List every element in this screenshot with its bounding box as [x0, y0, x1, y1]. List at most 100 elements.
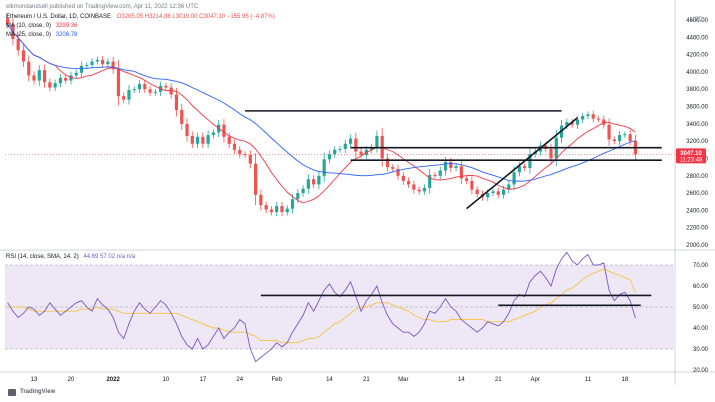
price-tick-label: 2400.00 [686, 208, 708, 214]
time-tick-label: Mar [398, 377, 408, 383]
candle-body [528, 154, 532, 168]
price-tick-label: 2600.00 [686, 191, 708, 197]
candle-body [143, 84, 147, 90]
time-tick-label: Feb [272, 377, 283, 383]
price-tick-label: 2000.00 [686, 243, 708, 249]
candle-body [95, 59, 99, 62]
candle-body [354, 138, 358, 152]
price-badge-value: 3047.10 [680, 151, 702, 157]
candle-body [248, 155, 252, 164]
candle-body [106, 61, 110, 65]
candle-body [517, 166, 521, 173]
price-tick-label: 4200.00 [686, 53, 708, 59]
candle-body [27, 61, 31, 76]
candle-body [275, 206, 279, 213]
rsi-tick-label: 50.00 [693, 305, 709, 311]
candle-body [53, 83, 57, 88]
candle-body [206, 135, 210, 144]
candle-body [385, 158, 390, 168]
candle-body [348, 138, 353, 144]
candle-body [306, 179, 310, 189]
ma25-legend[interactable]: MA (25, close, 0) 3206.78 [6, 32, 77, 39]
candle-body [607, 124, 611, 140]
candle-body [116, 69, 121, 97]
candle-body [623, 134, 627, 136]
candle-body [85, 65, 89, 66]
price-tick-label: 2200.00 [686, 226, 708, 232]
candle-body [32, 75, 36, 81]
candle-body [148, 89, 152, 93]
candle-body [591, 114, 595, 119]
candle-body [512, 172, 516, 185]
candle-body [227, 136, 231, 144]
candle-body [322, 159, 326, 176]
time-tick-label: 24 [236, 377, 243, 383]
candle-body [100, 59, 105, 65]
candle-body [317, 175, 321, 185]
rsi-tick-label: 30.00 [693, 347, 709, 353]
ma25-line [7, 24, 636, 182]
candle-body [42, 70, 47, 83]
price-tick-label: 3600.00 [686, 105, 708, 111]
candle-body [259, 194, 263, 206]
candle-body [401, 175, 405, 181]
candle-body [174, 94, 179, 110]
candle-body [211, 132, 215, 136]
candle-body [185, 123, 189, 136]
candle-body [137, 84, 142, 90]
candle-body [290, 199, 295, 209]
rsi-label: RSI (14, close, SMA, 14, 2) [6, 254, 79, 260]
candle-body [127, 90, 131, 100]
candle-body [111, 61, 115, 70]
candle-body [201, 136, 205, 144]
candle-body [6, 18, 10, 25]
candle-body [48, 82, 52, 88]
candle-body [486, 193, 490, 198]
symbol-title-row: Ethereum / U.S. Dollar, 1D, COINBASE O32… [6, 14, 275, 21]
published-caption: elkmondandsell published on TradingView.… [6, 4, 199, 10]
time-tick-label: 14 [458, 377, 465, 383]
price-tick-label: 4000.00 [686, 70, 708, 76]
candle-body [37, 70, 41, 81]
ohlc-values: O3205.05 H3214.88 L3010.00 C3047.10 −155… [116, 14, 275, 20]
candle-body [549, 148, 553, 159]
candle-body [195, 136, 200, 144]
time-tick-label: 13 [31, 377, 38, 383]
candle-body [422, 187, 427, 192]
symbol-title: Ethereum / U.S. Dollar, 1D, COINBASE [6, 14, 112, 20]
candle-body [586, 114, 590, 117]
rsi-legend[interactable]: RSI (14, close, SMA, 14, 2) 44.69 57.02 … [6, 254, 135, 261]
candle-body [449, 161, 453, 168]
rsi-ma-line [7, 268, 636, 344]
time-tick-label: 11 [585, 377, 592, 383]
rsi-tick-label: 40.00 [693, 326, 709, 332]
rsi-tick-label: 20.00 [693, 368, 709, 374]
candle-body [74, 72, 78, 76]
candle-body [581, 116, 585, 120]
time-tick-label: 2022 [106, 377, 120, 383]
candle-body [406, 180, 411, 185]
rsi-tick-label: 70.00 [693, 263, 709, 269]
price-badge [676, 148, 706, 164]
candle-body [338, 148, 342, 150]
candle-body [470, 180, 474, 190]
time-tick-label: 14 [326, 377, 333, 383]
ma10-legend[interactable]: MA (10, close, 0) 3299.36 [6, 23, 77, 30]
candle-body [491, 191, 495, 194]
candle-body [459, 166, 463, 179]
time-tick-label: 17 [199, 377, 206, 383]
candle-body [396, 168, 400, 176]
ma10-label: MA (10, close, 0) [6, 23, 52, 29]
candle-body [501, 189, 506, 195]
candle-body [164, 85, 168, 88]
candle-body [180, 110, 184, 124]
candle-body [222, 124, 226, 137]
candle-body [417, 189, 421, 192]
candle-body [21, 50, 26, 62]
candle-body [232, 143, 237, 150]
candle-body [507, 184, 511, 190]
price-badge-time: 11:23:48 [680, 157, 704, 163]
candle-body [122, 96, 126, 100]
candle-body [565, 122, 569, 126]
